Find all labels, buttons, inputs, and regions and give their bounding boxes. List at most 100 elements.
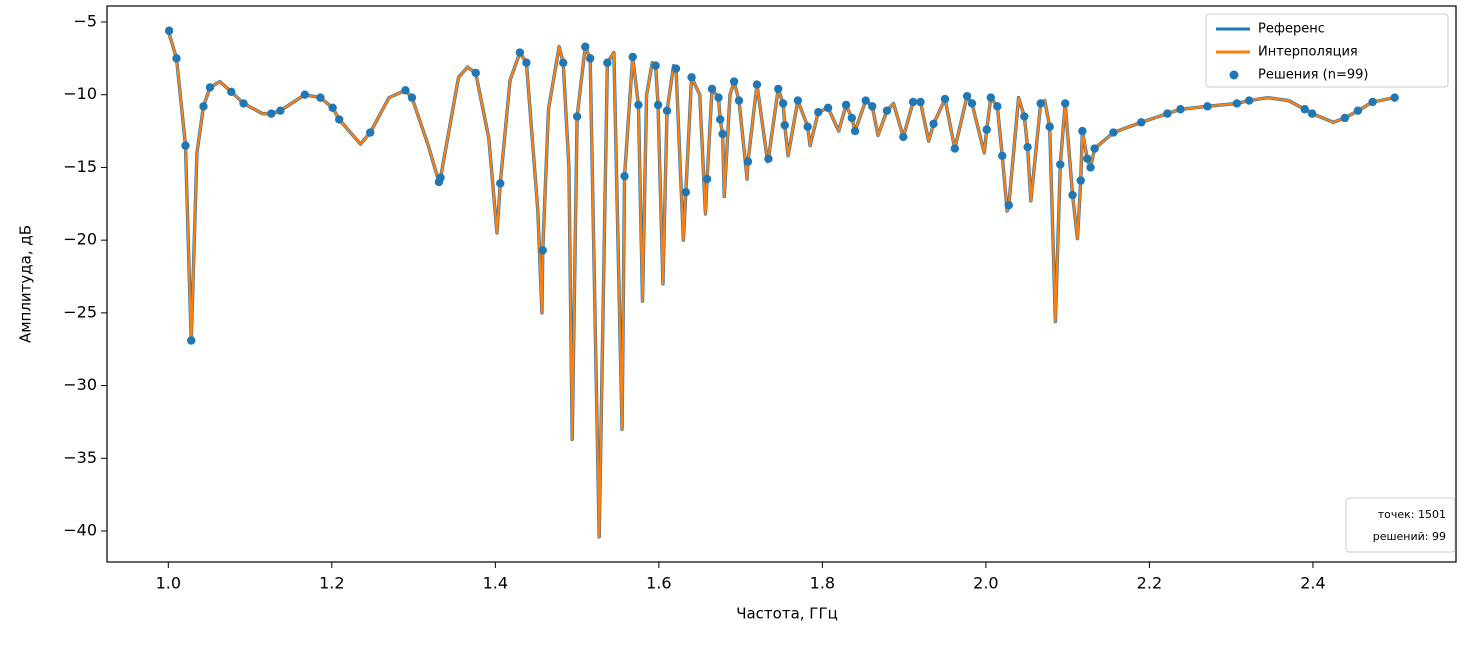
point bbox=[1078, 126, 1087, 136]
point bbox=[729, 77, 739, 86]
point bbox=[1163, 109, 1172, 118]
point bbox=[187, 336, 196, 345]
point bbox=[651, 61, 660, 70]
point bbox=[267, 109, 276, 118]
y-tick-label: −15 bbox=[63, 157, 97, 176]
point bbox=[868, 102, 877, 111]
point bbox=[671, 64, 681, 73]
point bbox=[300, 90, 310, 99]
point bbox=[764, 154, 773, 163]
point bbox=[1076, 176, 1085, 185]
annotation: решений: 99 bbox=[1373, 530, 1446, 543]
point bbox=[205, 83, 215, 92]
point bbox=[734, 96, 744, 105]
point bbox=[1353, 106, 1363, 115]
legend-label: Интерполяция bbox=[1258, 45, 1358, 60]
point bbox=[276, 106, 285, 115]
legend-marker bbox=[1229, 70, 1239, 80]
point bbox=[950, 144, 960, 153]
point bbox=[653, 100, 663, 110]
point bbox=[436, 173, 445, 182]
point bbox=[986, 93, 995, 102]
point bbox=[1244, 96, 1254, 105]
point bbox=[538, 246, 547, 255]
x-tick-label: 1.8 bbox=[810, 574, 835, 593]
point bbox=[164, 26, 174, 35]
y-tick-label: −40 bbox=[63, 521, 97, 540]
point bbox=[227, 87, 236, 97]
point bbox=[982, 125, 991, 134]
point bbox=[1056, 160, 1065, 169]
point bbox=[940, 94, 950, 104]
point bbox=[847, 113, 857, 123]
point bbox=[328, 103, 337, 113]
x-tick-label: 2.4 bbox=[1300, 574, 1325, 593]
point bbox=[929, 119, 938, 129]
point bbox=[916, 97, 925, 107]
x-tick-label: 2.0 bbox=[973, 574, 998, 593]
point bbox=[793, 96, 803, 105]
point bbox=[882, 106, 892, 115]
point bbox=[181, 141, 190, 150]
point bbox=[407, 93, 417, 102]
point bbox=[715, 115, 725, 124]
point bbox=[1068, 190, 1077, 200]
point bbox=[687, 73, 696, 82]
point bbox=[707, 84, 717, 94]
point bbox=[993, 102, 1002, 111]
point bbox=[603, 58, 612, 67]
point bbox=[471, 68, 480, 78]
y-axis-label: Амплитуда, дБ bbox=[17, 225, 35, 343]
point bbox=[581, 42, 590, 51]
point bbox=[559, 58, 568, 67]
point bbox=[1300, 105, 1309, 114]
point bbox=[1109, 128, 1118, 137]
point bbox=[823, 103, 833, 113]
point bbox=[899, 132, 908, 142]
legend-box bbox=[1205, 13, 1449, 88]
annotation: точек: 1501 bbox=[1378, 508, 1446, 521]
point bbox=[1340, 113, 1350, 123]
point bbox=[861, 96, 870, 105]
y-tick-label: −25 bbox=[63, 302, 97, 321]
point bbox=[515, 48, 525, 57]
plot-area bbox=[164, 26, 1399, 539]
point bbox=[714, 93, 723, 102]
legend-label: Решения (n=99) bbox=[1258, 68, 1368, 83]
point bbox=[908, 97, 918, 107]
x-tick-label: 1.6 bbox=[646, 574, 671, 593]
point bbox=[1307, 109, 1317, 118]
point bbox=[628, 52, 637, 62]
point bbox=[1036, 99, 1045, 108]
point bbox=[743, 157, 753, 166]
point bbox=[962, 91, 972, 101]
legend-label: Референс bbox=[1258, 22, 1325, 37]
point bbox=[620, 171, 629, 181]
point bbox=[316, 93, 325, 102]
point bbox=[522, 58, 531, 67]
point bbox=[702, 174, 712, 184]
point bbox=[814, 107, 823, 117]
point bbox=[681, 187, 691, 197]
y-tick-label: −20 bbox=[63, 230, 97, 249]
x-tick-label: 1.0 bbox=[156, 574, 181, 593]
point bbox=[239, 99, 248, 108]
point bbox=[496, 179, 505, 188]
point bbox=[1176, 105, 1185, 114]
point bbox=[850, 126, 860, 136]
point bbox=[334, 115, 344, 124]
point bbox=[780, 121, 789, 130]
point bbox=[1020, 112, 1029, 121]
point bbox=[585, 54, 595, 63]
point bbox=[1086, 163, 1095, 172]
annotation-box bbox=[1345, 497, 1456, 553]
point bbox=[1137, 118, 1146, 127]
point bbox=[778, 99, 788, 108]
y-tick-label: −35 bbox=[63, 448, 97, 467]
y-tick-label: −30 bbox=[63, 375, 97, 394]
point bbox=[172, 54, 181, 63]
point bbox=[572, 112, 582, 121]
y-tick-label: −10 bbox=[63, 84, 97, 103]
point bbox=[1368, 97, 1377, 107]
x-tick-label: 1.2 bbox=[319, 574, 344, 593]
